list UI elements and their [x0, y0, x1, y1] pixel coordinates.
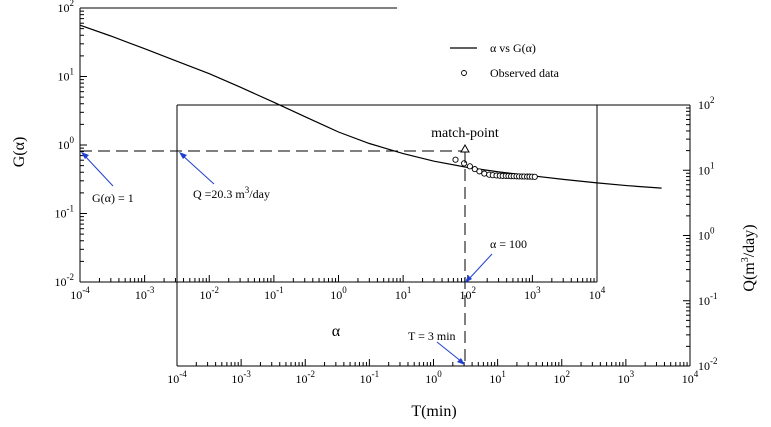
time-axis-tick-label: 10-4: [167, 369, 187, 386]
observed-data-point: [476, 168, 483, 175]
observed-data-point: [461, 160, 468, 167]
time-axis-tick-label: 103: [618, 369, 635, 386]
g-axis-tick-label: 10-2: [55, 272, 75, 289]
observed-data-point: [481, 170, 488, 177]
time-axis-tick-label: 104: [682, 369, 699, 386]
q-axis-title-sup: 3: [740, 257, 751, 262]
time-axis-tick-label: 102: [554, 369, 571, 386]
time-axis-tick-label: 100: [425, 369, 442, 386]
time-axis-tick-label: 10-3: [231, 369, 251, 386]
time-axis-title: T(min): [411, 403, 456, 420]
legend-marker-swatch: [461, 70, 467, 76]
q-equals-prefix: Q =20.3 m: [193, 187, 245, 201]
alpha-axis-tick-label: 10-2: [200, 285, 220, 302]
alpha-axis-tick-label: 10-4: [70, 285, 90, 302]
legend-line-label: α vs G(α): [490, 41, 536, 55]
observed-data-point: [531, 173, 538, 180]
g-axis-tick-label: 100: [58, 135, 75, 152]
g-axis-tick-label: 102: [58, 0, 75, 15]
g-axis-tick-label: 101: [58, 67, 75, 84]
time-axis-tick-label: 101: [489, 369, 506, 386]
match-point-triangle: [460, 143, 470, 153]
legend-marker-label: Observed data: [490, 66, 560, 80]
g-alpha-equals-label: G(α) = 1: [92, 191, 134, 205]
time-axis-tick-label: 10-2: [296, 369, 316, 386]
q-axis-tick-label: 102: [698, 95, 715, 112]
g-axis-tick-label: 10-1: [55, 204, 75, 221]
g-alpha-axis-title: G(α): [11, 137, 28, 168]
alpha-axis-title: α: [332, 323, 341, 340]
q-axis-tick-label: 10-2: [698, 356, 718, 373]
q-axis-title: Q(m3/day): [740, 224, 758, 291]
q-axis-tick-label: 101: [698, 160, 715, 177]
annotation-arrows: [81, 152, 493, 365]
observed-data-point: [466, 163, 473, 170]
alpha-axis-tick-label: 10-1: [264, 285, 284, 302]
alpha-axis-tick-label: 104: [589, 285, 606, 302]
t-equals-label: T = 3 min: [408, 329, 456, 343]
q-equals-sup: 3: [245, 185, 250, 195]
q-axis-tick-label: 10-1: [698, 291, 718, 308]
alpha-axis-tick-label: 100: [330, 285, 347, 302]
alpha-axis-tick-label: 101: [395, 285, 412, 302]
tick-labels: 10-2 10-1 100 101 102 10-4 10-3 10-2 10-1 100 101 1…: [55, 0, 718, 386]
time-axes-ticks: [176, 104, 691, 367]
legend: α vs G(α) Observed data: [450, 41, 560, 80]
alpha-equals-label: α = 100: [490, 237, 527, 251]
alpha-axis-tick-label: 10-3: [135, 285, 155, 302]
time-axes-frame: [176, 104, 691, 367]
time-axis-tick-label: 10-1: [360, 369, 380, 386]
observed-data-point: [452, 156, 459, 163]
alpha-axes-ticks: [79, 7, 598, 283]
q-axis-tick-label: 100: [698, 226, 715, 243]
alpha-axis-tick-label: 103: [524, 285, 541, 302]
match-point-label: match-point: [431, 126, 499, 141]
type-curve-line: [79, 24, 662, 189]
alpha-axis-tick-label: 102: [460, 285, 477, 302]
q-equals-label: Q =20.3 m3/day: [193, 185, 270, 201]
q-equals-suffix: /day: [249, 187, 270, 201]
observed-data-points: [452, 156, 538, 180]
